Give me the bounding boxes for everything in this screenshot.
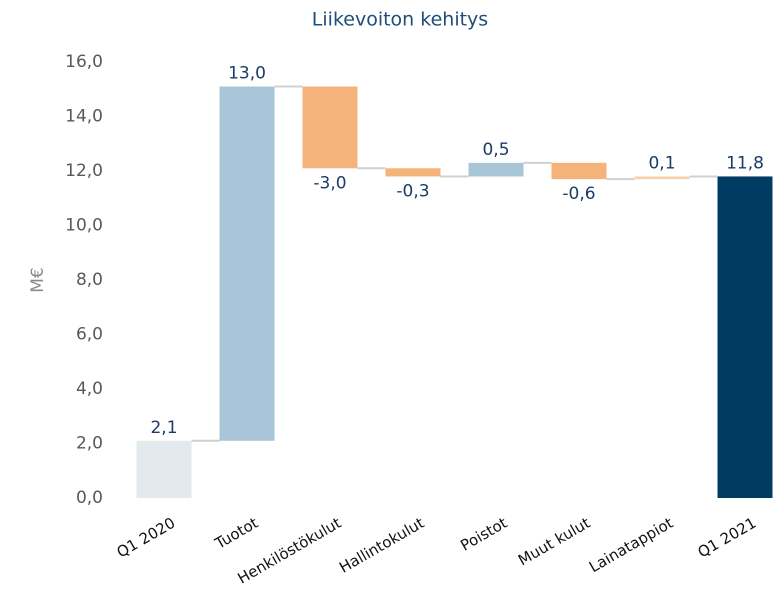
chart-title: Liikevoiton kehitys [312, 9, 488, 31]
y-tick-label: 12,0 [65, 161, 103, 181]
y-tick-label: 4,0 [76, 379, 103, 399]
y-tick-label: 10,0 [65, 216, 103, 236]
value-label: -3,0 [313, 173, 346, 193]
value-label: 11,8 [726, 153, 764, 173]
value-label: 0,1 [648, 153, 675, 173]
bar [385, 168, 441, 177]
y-tick-label: 16,0 [65, 52, 103, 72]
x-tick-label: Muut kulut [515, 514, 593, 570]
x-tick-label: Tuotot [211, 514, 261, 553]
x-tick-label: Hallintokulut [336, 514, 427, 577]
y-axis-label: M€ [28, 267, 48, 292]
bar [468, 162, 524, 177]
value-label: 0,5 [482, 140, 509, 160]
y-tick-label: 6,0 [76, 325, 103, 345]
value-label: -0,3 [396, 181, 429, 201]
x-tick-label: Q1 2020 [114, 514, 179, 562]
x-tick-label: Q1 2021 [695, 514, 760, 562]
y-tick-label: 0,0 [76, 488, 103, 508]
bar [551, 162, 607, 180]
y-tick-label: 2,0 [76, 434, 103, 454]
y-tick-label: 8,0 [76, 270, 103, 290]
bar [634, 176, 690, 180]
value-label: 13,0 [228, 64, 266, 84]
bar [302, 86, 358, 169]
bar [717, 176, 773, 498]
y-tick-label: 14,0 [65, 107, 103, 127]
value-label: 2,1 [150, 418, 177, 438]
value-label: -0,6 [562, 184, 595, 204]
x-tick-label: Poistot [457, 514, 510, 555]
bar [219, 86, 275, 441]
bar [136, 440, 192, 498]
x-tick-label: Lainatappiot [586, 514, 676, 577]
